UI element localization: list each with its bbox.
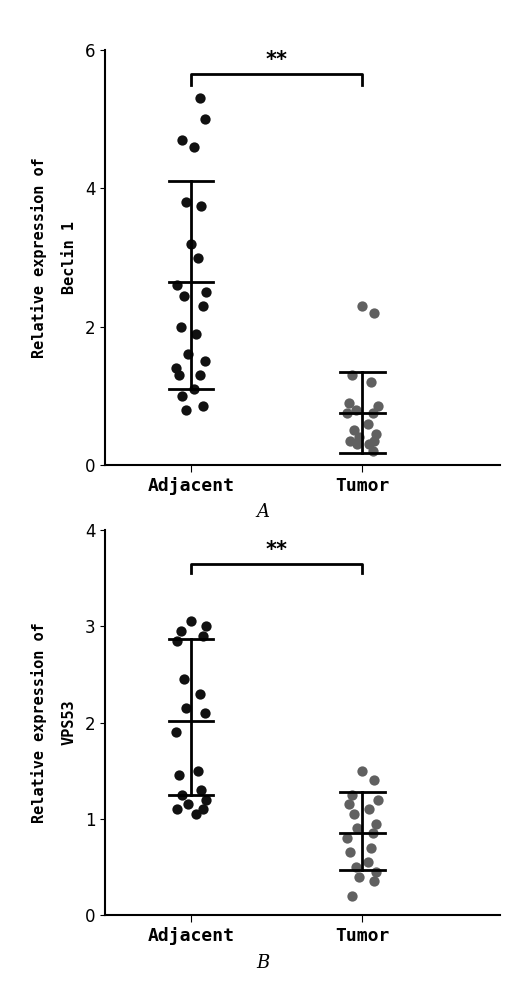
Point (190, 139, 199, 155)
Point (195, 367, 204, 383)
Point (365, 436, 373, 452)
Point (202, 792, 210, 808)
Point (370, 873, 379, 889)
Point (199, 398, 207, 414)
Point (200, 353, 209, 369)
Point (195, 90, 204, 106)
Point (358, 763, 367, 779)
Point (353, 436, 361, 452)
Point (194, 763, 202, 779)
Point (345, 395, 353, 411)
Point (171, 724, 180, 740)
Point (178, 132, 187, 148)
Point (372, 816, 380, 832)
Point (369, 825, 377, 841)
Point (348, 367, 357, 383)
Point (202, 284, 210, 300)
Point (181, 700, 190, 716)
Point (373, 792, 382, 808)
Point (351, 859, 360, 875)
Point (187, 613, 195, 629)
Point (176, 319, 185, 335)
Point (370, 305, 379, 321)
Point (178, 787, 187, 803)
Point (180, 288, 188, 304)
Point (348, 787, 357, 803)
Point (369, 443, 377, 459)
Point (197, 198, 206, 214)
Point (348, 888, 357, 904)
Text: A: A (257, 503, 269, 521)
Point (355, 429, 363, 445)
Point (202, 618, 210, 634)
Point (372, 864, 380, 880)
Point (190, 381, 199, 397)
Point (367, 374, 375, 390)
Point (346, 433, 355, 449)
Point (353, 820, 361, 836)
Point (358, 298, 367, 314)
Point (343, 830, 351, 846)
Point (180, 671, 188, 687)
Point (195, 686, 204, 702)
Point (199, 801, 207, 817)
Point (200, 111, 209, 127)
Point (173, 277, 181, 293)
Y-axis label: Relative expression of
VPS53: Relative expression of VPS53 (31, 622, 76, 823)
Point (200, 705, 209, 721)
Point (370, 433, 379, 449)
Point (176, 623, 185, 639)
Point (173, 633, 181, 649)
Text: **: ** (266, 50, 288, 70)
Point (181, 194, 190, 210)
Point (192, 806, 200, 822)
Point (175, 767, 183, 783)
Point (372, 426, 380, 442)
Text: **: ** (266, 540, 288, 560)
Point (173, 801, 181, 817)
Point (194, 249, 202, 265)
Point (367, 840, 375, 856)
Point (175, 367, 183, 383)
Point (197, 782, 206, 798)
Point (355, 868, 363, 885)
Point (369, 405, 377, 421)
Y-axis label: Relative expression of
Beclin 1: Relative expression of Beclin 1 (31, 157, 76, 358)
Point (365, 801, 373, 817)
Point (373, 398, 382, 414)
Point (184, 346, 192, 362)
Point (199, 628, 207, 644)
Point (181, 402, 190, 418)
Point (363, 416, 372, 432)
Point (350, 422, 358, 438)
Point (184, 796, 192, 812)
Point (346, 844, 355, 860)
Point (350, 806, 358, 822)
Point (345, 796, 353, 812)
Point (199, 298, 207, 314)
Text: B: B (256, 954, 270, 972)
Point (187, 236, 195, 252)
Point (178, 388, 187, 404)
Point (192, 326, 200, 342)
Point (171, 360, 180, 376)
Point (351, 402, 360, 418)
Point (343, 405, 351, 421)
Point (363, 854, 372, 870)
Point (370, 772, 379, 788)
